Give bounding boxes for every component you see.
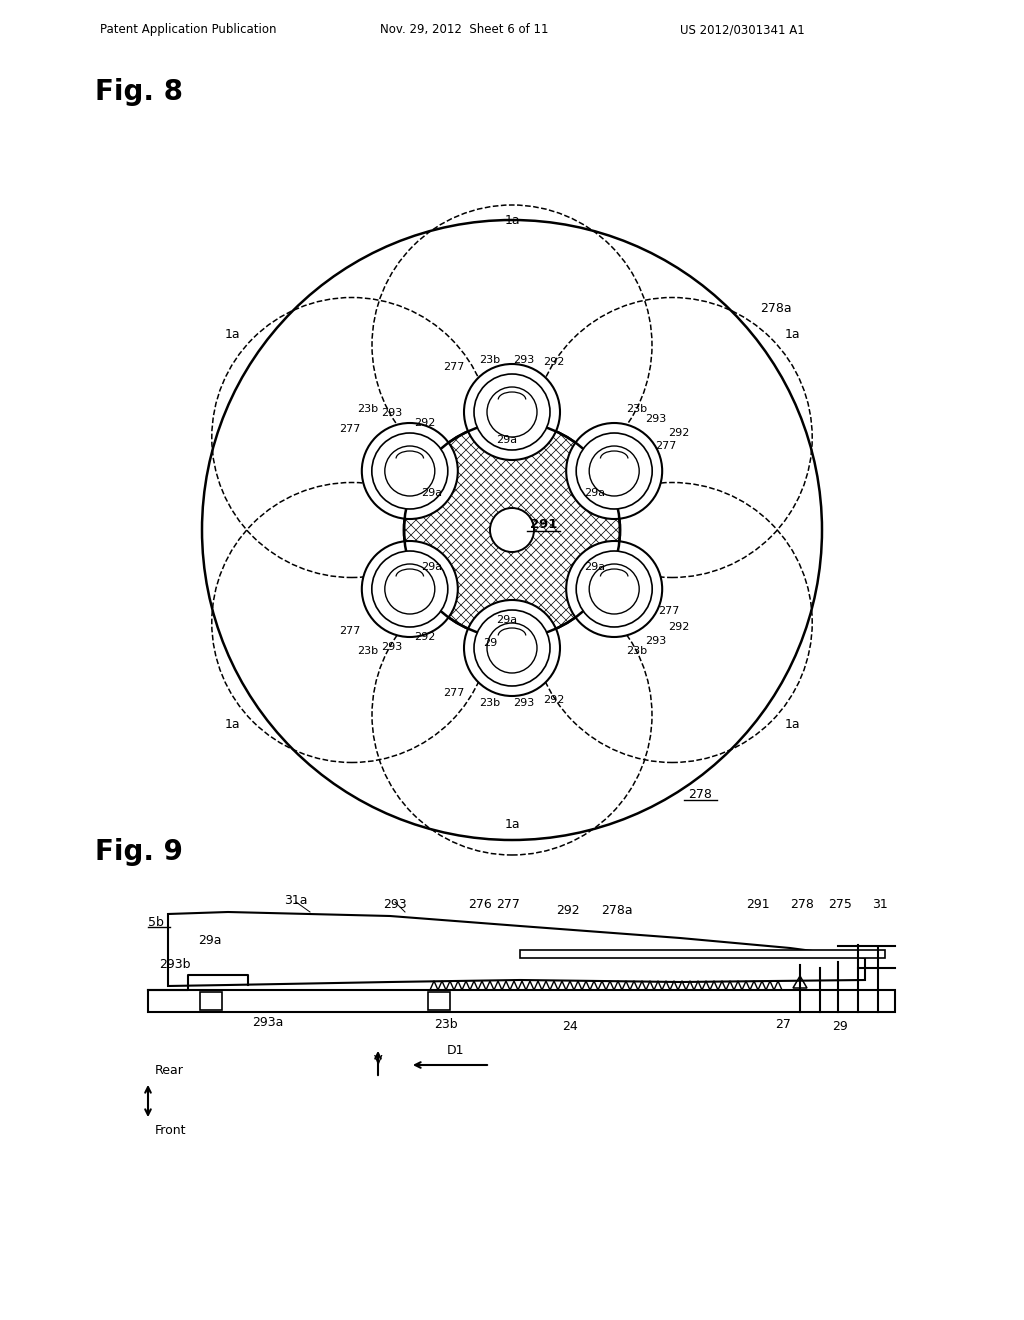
Text: 293: 293: [513, 355, 535, 366]
Text: Patent Application Publication: Patent Application Publication: [100, 24, 276, 37]
Text: 277: 277: [443, 362, 465, 372]
Text: 29a: 29a: [584, 562, 605, 572]
Circle shape: [464, 601, 560, 696]
Text: US 2012/0301341 A1: US 2012/0301341 A1: [680, 24, 805, 37]
Circle shape: [385, 446, 435, 496]
Text: 29a: 29a: [421, 488, 442, 498]
Text: 291: 291: [746, 898, 770, 911]
Text: 292: 292: [669, 622, 690, 632]
Text: 278a: 278a: [601, 903, 633, 916]
Text: 1a: 1a: [784, 329, 800, 342]
Text: 29a: 29a: [497, 615, 517, 624]
Text: 1a: 1a: [224, 718, 240, 731]
Text: 5b: 5b: [148, 916, 164, 928]
Text: 29: 29: [833, 1020, 848, 1034]
Text: 277: 277: [339, 626, 360, 636]
Text: Fig. 8: Fig. 8: [95, 78, 183, 106]
Text: 292: 292: [556, 903, 580, 916]
Text: 23b: 23b: [479, 698, 501, 708]
Polygon shape: [168, 912, 865, 986]
Text: 23b: 23b: [357, 404, 379, 414]
Text: Fig. 9: Fig. 9: [95, 838, 183, 866]
Text: 1a: 1a: [504, 818, 520, 832]
Text: Front: Front: [155, 1125, 186, 1137]
Text: V: V: [374, 1053, 382, 1067]
Text: 293b: 293b: [160, 958, 190, 972]
Text: 277: 277: [655, 441, 677, 451]
Text: 291: 291: [530, 519, 557, 532]
Text: 293a: 293a: [252, 1015, 284, 1028]
Text: 293: 293: [381, 408, 402, 418]
Text: 23b: 23b: [626, 404, 647, 414]
Text: 277: 277: [496, 898, 520, 911]
Circle shape: [385, 564, 435, 614]
Text: 31a: 31a: [285, 894, 308, 907]
Text: 29a: 29a: [584, 488, 605, 498]
Text: 29a: 29a: [497, 436, 517, 445]
Text: 293: 293: [645, 414, 667, 424]
Text: 293: 293: [513, 698, 535, 708]
Text: 23b: 23b: [626, 645, 647, 656]
Text: 292: 292: [544, 696, 564, 705]
Polygon shape: [520, 950, 885, 958]
Text: 1a: 1a: [784, 718, 800, 731]
Text: 29a: 29a: [421, 562, 442, 572]
Text: 277: 277: [658, 606, 680, 616]
Text: 23b: 23b: [357, 645, 379, 656]
Text: 277: 277: [443, 688, 465, 698]
Circle shape: [487, 387, 537, 437]
Text: 23b: 23b: [434, 1018, 458, 1031]
Circle shape: [372, 433, 447, 510]
Circle shape: [589, 564, 639, 614]
Text: 293: 293: [645, 636, 667, 645]
Text: 292: 292: [544, 356, 564, 367]
Circle shape: [577, 550, 652, 627]
Circle shape: [577, 433, 652, 510]
Text: Rear: Rear: [155, 1064, 184, 1077]
Text: 293: 293: [381, 642, 402, 652]
Polygon shape: [200, 993, 222, 1010]
Circle shape: [487, 623, 537, 673]
Text: 29a: 29a: [199, 933, 222, 946]
Circle shape: [474, 374, 550, 450]
Text: 27: 27: [775, 1019, 791, 1031]
Circle shape: [464, 364, 560, 459]
Circle shape: [589, 446, 639, 496]
Circle shape: [361, 541, 458, 638]
Text: 278: 278: [791, 898, 814, 911]
Text: 292: 292: [414, 418, 435, 428]
Circle shape: [490, 508, 534, 552]
Text: 1a: 1a: [504, 214, 520, 227]
Circle shape: [566, 422, 663, 519]
Text: 31: 31: [872, 898, 888, 911]
Text: D1: D1: [446, 1044, 464, 1057]
Circle shape: [474, 610, 550, 686]
Text: 29: 29: [483, 638, 497, 648]
Text: 276: 276: [468, 898, 492, 911]
Text: Nov. 29, 2012  Sheet 6 of 11: Nov. 29, 2012 Sheet 6 of 11: [380, 24, 549, 37]
Text: 292: 292: [414, 632, 435, 642]
Circle shape: [404, 422, 620, 638]
Circle shape: [361, 422, 458, 519]
Text: 292: 292: [669, 428, 690, 438]
Circle shape: [566, 541, 663, 638]
Text: 278a: 278a: [760, 301, 792, 314]
Text: 278: 278: [688, 788, 712, 801]
Polygon shape: [428, 993, 450, 1010]
Text: 275: 275: [828, 898, 852, 911]
Polygon shape: [148, 990, 895, 1012]
Circle shape: [372, 550, 447, 627]
Text: 23b: 23b: [479, 355, 501, 366]
Text: 1a: 1a: [224, 329, 240, 342]
Text: 277: 277: [339, 424, 360, 434]
Text: 24: 24: [562, 1020, 578, 1034]
Text: 293: 293: [383, 898, 407, 911]
